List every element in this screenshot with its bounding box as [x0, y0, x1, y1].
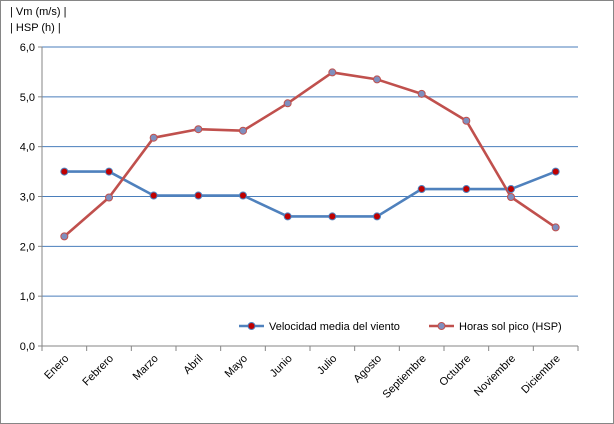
x-tick-label: Febrero — [80, 353, 116, 389]
y-axis-label-line-1: | Vm (m/s) | — [10, 6, 67, 18]
y-tick-label: 4,0 — [20, 142, 35, 154]
data-point — [194, 125, 203, 134]
y-tick-label: 2,0 — [20, 241, 35, 253]
gridlines — [42, 46, 578, 297]
series-line-1 — [63, 170, 557, 218]
data-point — [462, 185, 471, 194]
data-point — [239, 126, 247, 135]
y-tick-label: 5,0 — [20, 92, 35, 104]
y-tick-label: 0,0 — [20, 341, 35, 353]
x-tick-label: Abril — [181, 353, 205, 377]
data-point — [462, 116, 471, 125]
x-tick-label: Mayo — [223, 353, 251, 381]
series-lines — [60, 68, 560, 241]
x-tick-label: Agosto — [351, 353, 384, 386]
data-point — [373, 212, 381, 221]
legend: Velocidad media del viento Horas sol pico… — [239, 321, 562, 333]
legend-label: Horas sol pico (HSP) — [459, 321, 562, 333]
data-point — [194, 191, 203, 200]
y-tick-label: 6,0 — [20, 42, 35, 54]
data-point — [60, 232, 69, 241]
legend-label: Velocidad media del viento — [269, 321, 400, 333]
x-tick-label: Diciembre — [519, 353, 562, 396]
legend-swatch-marker — [437, 322, 446, 330]
data-point — [507, 192, 515, 201]
x-tick-label: Noviembre — [472, 353, 518, 399]
x-tick-label: Enero — [42, 353, 71, 382]
legend-swatch-marker — [247, 322, 256, 330]
data-point — [507, 185, 515, 194]
data-point — [551, 167, 560, 176]
data-point — [328, 212, 337, 221]
data-point — [105, 193, 113, 202]
data-point — [373, 75, 381, 84]
data-point — [283, 212, 292, 221]
data-point — [105, 167, 113, 176]
x-tick-label: Junio — [268, 353, 295, 380]
y-tick-label: 1,0 — [20, 291, 35, 303]
y-axis-label-line-2: | HSP (h) | — [10, 22, 61, 34]
data-point — [551, 223, 560, 232]
data-point — [417, 185, 426, 194]
x-tick-label: Julio — [315, 353, 339, 377]
data-point — [328, 68, 337, 77]
y-tick-label: 3,0 — [20, 192, 35, 204]
data-point — [283, 99, 292, 108]
series-line-2 — [63, 71, 557, 238]
x-tick-label: Septiembre — [381, 353, 429, 401]
x-tick-label: Octubre — [437, 353, 473, 389]
data-point — [149, 133, 158, 142]
x-tick-label: Marzo — [131, 353, 161, 383]
data-point — [239, 191, 247, 200]
data-point — [60, 167, 69, 176]
data-point — [149, 191, 158, 200]
data-point — [417, 89, 426, 98]
